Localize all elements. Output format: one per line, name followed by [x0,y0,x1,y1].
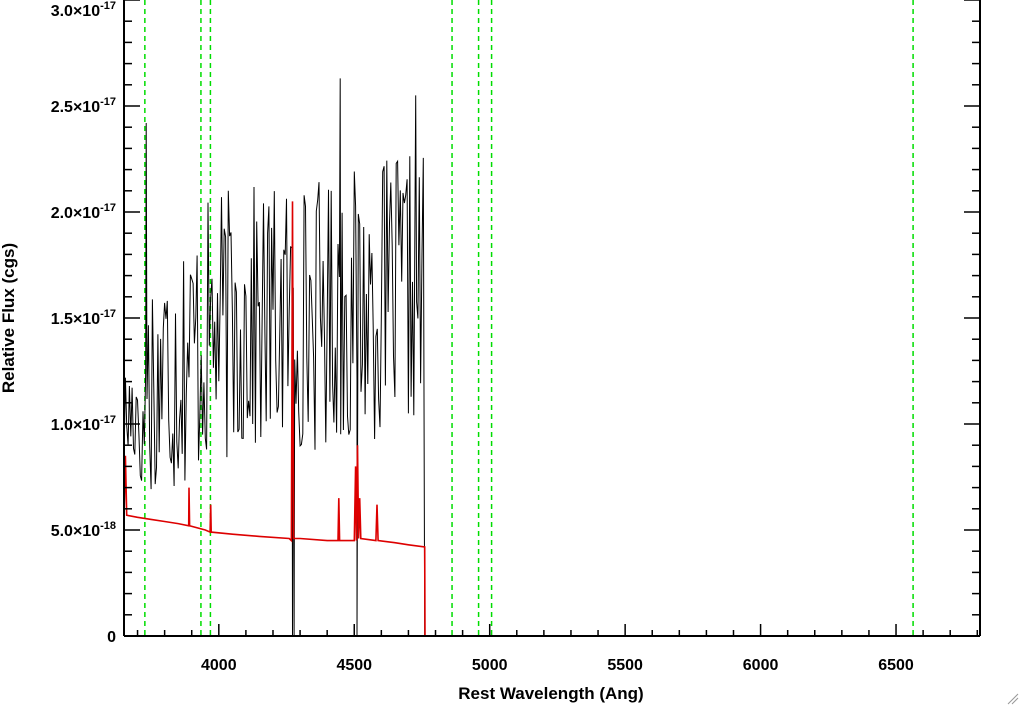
series-layer [124,78,980,636]
tick-marks [124,0,980,637]
x-tick-label-6000: 6000 [743,657,779,674]
resize-grip-icon[interactable] [1007,693,1019,705]
reference-lines [144,0,914,636]
series-line-1 [124,201,980,636]
y-tick-label-5: 2.5×10-17 [51,96,116,116]
y-tick-label-3: 1.5×10-17 [51,308,116,328]
series-line-0 [124,78,980,636]
y-tick-label-1: 5.0×10-18 [51,520,116,540]
x-tick-label-6500: 6500 [878,657,914,674]
x-tick-label-5000: 5000 [472,657,508,674]
y-tick-label-4: 2.0×10-17 [51,202,116,222]
tick-labels: 4000 4500 5000 5500 6000 6500 0 5.0×10-18 1.0×10… [51,0,914,674]
x-tick-label-5500: 5500 [607,657,643,674]
x-tick-label-4500: 4500 [336,657,372,674]
y-axis-title: Relative Flux (cgs) [0,243,18,393]
x-axis-title: Rest Wavelength (Ang) [458,684,643,703]
y-tick-label-6: 3.0×10-17 [51,0,116,20]
y-tick-label-0: 0 [107,629,116,646]
x-tick-label-4000: 4000 [201,657,237,674]
y-tick-label-2: 1.0×10-17 [51,414,116,434]
axes [123,0,981,637]
